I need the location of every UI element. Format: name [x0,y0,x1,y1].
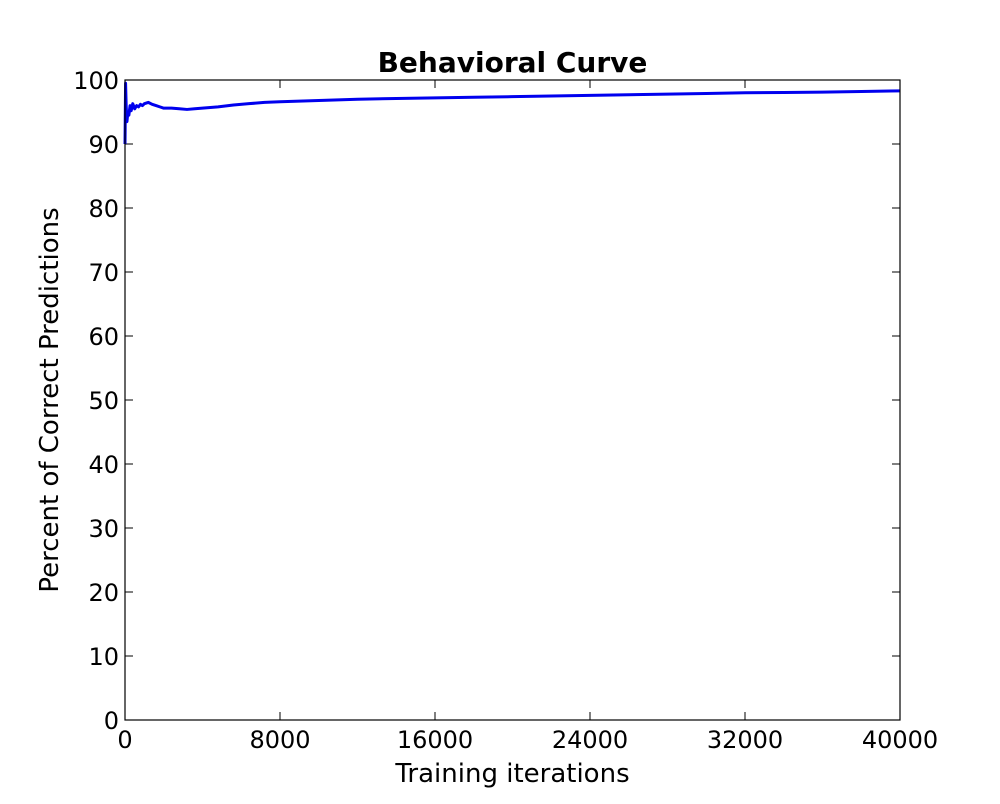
y-tick-label: 10 [88,643,119,671]
y-tick-label: 20 [88,579,119,607]
series-line [123,81,901,145]
y-tick-label: 50 [88,387,119,415]
y-tick-label: 70 [88,259,119,287]
chart-title: Behavioral Curve [378,46,648,79]
x-tick-label: 40000 [862,726,938,754]
y-tick-label: 80 [88,195,119,223]
y-tick-label: 30 [88,515,119,543]
y-axis-label: Percent of Correct Predictions [35,207,65,592]
y-tick-label: 90 [88,131,119,159]
x-tick-label: 0 [117,726,132,754]
x-tick-label: 16000 [397,726,473,754]
y-tick-label: 100 [73,67,119,95]
y-tick-label: 0 [104,707,119,735]
x-tick-label: 32000 [707,726,783,754]
ticks-layer: 0 8000 16000 24000 32000 40000 0 10 20 30 40 50 60 70… [73,67,938,754]
x-tick-label: 24000 [552,726,628,754]
plot-frame [124,79,901,721]
y-tick-label: 40 [88,451,119,479]
y-tick-label: 60 [88,323,119,351]
x-axis-label: Training iterations [394,759,629,789]
x-tick-label: 8000 [249,726,310,754]
series-layer [123,81,901,145]
